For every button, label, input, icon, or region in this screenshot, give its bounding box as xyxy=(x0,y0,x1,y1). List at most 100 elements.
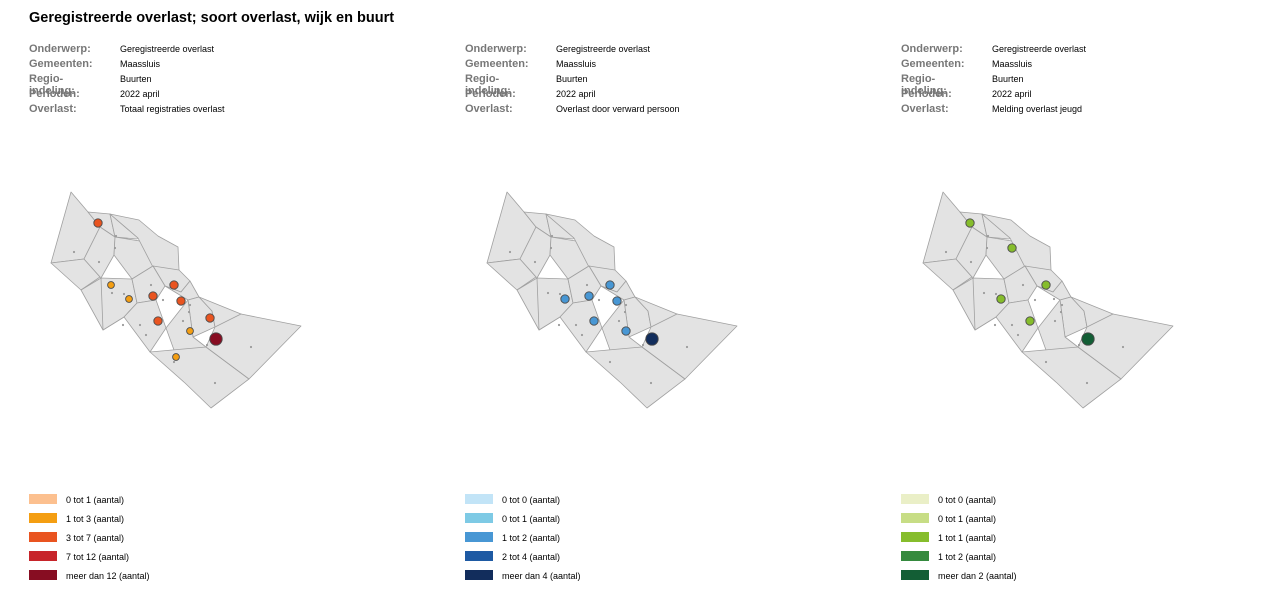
neighbourhood-centroid-dot xyxy=(982,291,986,295)
neighbourhood-area[interactable] xyxy=(83,226,116,279)
legend-label: 0 tot 0 (aantal) xyxy=(938,495,997,505)
legend-label: 3 tot 7 (aantal) xyxy=(66,533,125,543)
legend-label: 0 tot 1 (aantal) xyxy=(502,514,561,524)
neighbourhood-centroid-dot xyxy=(205,343,209,347)
legend-swatch xyxy=(465,513,493,523)
neighbourhood-value-bubble[interactable] xyxy=(1041,280,1051,290)
metadata-key: Gemeenten: xyxy=(29,58,93,70)
legend-label: 1 tot 3 (aantal) xyxy=(66,514,125,524)
neighbourhood-centroid-dot xyxy=(944,250,948,254)
neighbourhood-centroid-dot xyxy=(1060,303,1064,307)
neighbourhood-value-bubble[interactable] xyxy=(645,332,659,346)
neighbourhood-centroid-dot xyxy=(1059,310,1063,314)
neighbourhood-centroid-dot xyxy=(1077,343,1081,347)
neighbourhood-value-bubble[interactable] xyxy=(605,280,615,290)
page-title: Geregistreerde overlast; soort overlast,… xyxy=(29,10,395,26)
neighbourhood-centroid-dot xyxy=(249,345,253,349)
neighbourhood-centroid-dot xyxy=(508,250,512,254)
legend-swatch xyxy=(465,532,493,542)
metadata-value: Buurten xyxy=(556,74,588,84)
neighbourhood-value-bubble[interactable] xyxy=(176,296,186,306)
neighbourhood-centroid-dot xyxy=(557,323,561,327)
neighbourhood-centroid-dot xyxy=(144,333,148,337)
neighbourhood-value-bubble[interactable] xyxy=(209,332,223,346)
neighbourhood-value-bubble[interactable] xyxy=(612,296,622,306)
metadata-value: Buurten xyxy=(120,74,152,84)
neighbourhood-centroid-dot xyxy=(546,291,550,295)
legend-swatch xyxy=(465,494,493,504)
neighbourhood-centroid-dot xyxy=(188,303,192,307)
neighbourhood-value-bubble[interactable] xyxy=(148,291,158,301)
metadata-value: 2022 april xyxy=(556,89,596,99)
neighbourhood-centroid-dot xyxy=(986,234,990,238)
neighbourhood-centroid-dot xyxy=(1044,360,1048,364)
neighbourhood-area[interactable] xyxy=(205,313,302,380)
neighbourhood-area[interactable] xyxy=(519,226,552,279)
legend-swatch xyxy=(29,532,57,542)
metadata-value: Maassluis xyxy=(120,59,161,69)
neighbourhood-centroid-dot xyxy=(187,310,191,314)
neighbourhood-value-bubble[interactable] xyxy=(93,218,103,228)
neighbourhood-area[interactable] xyxy=(641,313,738,380)
neighbourhood-centroid-dot xyxy=(1010,323,1014,327)
metadata-key: Overlast: xyxy=(29,103,77,115)
neighbourhood-area[interactable] xyxy=(545,213,616,272)
neighbourhood-map xyxy=(922,191,1174,409)
neighbourhood-centroid-dot xyxy=(138,323,142,327)
neighbourhood-area[interactable] xyxy=(1077,313,1174,380)
neighbourhood-value-bubble[interactable] xyxy=(621,326,631,336)
neighbourhood-area[interactable] xyxy=(1003,265,1038,304)
neighbourhood-centroid-dot xyxy=(994,292,998,296)
neighbourhood-value-bubble[interactable] xyxy=(1025,316,1035,326)
legend-swatch xyxy=(901,570,929,580)
metadata-key: Gemeenten: xyxy=(465,58,529,70)
neighbourhood-value-bubble[interactable] xyxy=(169,280,179,290)
neighbourhood-value-bubble[interactable] xyxy=(560,294,570,304)
neighbourhood-centroid-dot xyxy=(550,234,554,238)
neighbourhood-area[interactable] xyxy=(109,213,180,272)
legend-swatch xyxy=(29,513,57,523)
neighbourhood-value-bubble[interactable] xyxy=(996,294,1006,304)
neighbourhood-value-bubble[interactable] xyxy=(172,353,180,361)
metadata-value: Totaal registraties overlast xyxy=(120,104,225,114)
neighbourhood-centroid-dot xyxy=(993,323,997,327)
neighbourhood-centroid-dot xyxy=(574,323,578,327)
legend-label: 1 tot 2 (aantal) xyxy=(502,533,561,543)
neighbourhood-value-bubble[interactable] xyxy=(125,295,133,303)
metadata-value: Geregistreerde overlast xyxy=(120,44,215,54)
neighbourhood-area[interactable] xyxy=(123,299,167,353)
neighbourhood-value-bubble[interactable] xyxy=(205,313,215,323)
neighbourhood-centroid-dot xyxy=(649,381,653,385)
neighbourhood-value-bubble[interactable] xyxy=(1081,332,1095,346)
metadata-key: Onderwerp: xyxy=(901,43,963,55)
neighbourhood-area[interactable] xyxy=(955,226,988,279)
legend-swatch xyxy=(901,513,929,523)
neighbourhood-value-bubble[interactable] xyxy=(186,327,194,335)
neighbourhood-area[interactable] xyxy=(995,299,1039,353)
neighbourhood-centroid-dot xyxy=(149,283,153,287)
metadata-key: Perioden: xyxy=(29,88,80,100)
neighbourhood-centroid-dot xyxy=(72,250,76,254)
neighbourhood-centroid-dot xyxy=(558,292,562,296)
neighbourhood-centroid-dot xyxy=(110,291,114,295)
metadata-key: Overlast: xyxy=(465,103,513,115)
neighbourhood-value-bubble[interactable] xyxy=(107,281,115,289)
neighbourhood-centroid-dot xyxy=(597,298,601,302)
neighbourhood-value-bubble[interactable] xyxy=(584,291,594,301)
neighbourhood-value-bubble[interactable] xyxy=(153,316,163,326)
legend-label: 1 tot 1 (aantal) xyxy=(938,533,997,543)
neighbourhood-map xyxy=(50,191,302,409)
neighbourhood-area[interactable] xyxy=(1036,280,1072,301)
metadata-key: Onderwerp: xyxy=(465,43,527,55)
neighbourhood-centroid-dot xyxy=(1053,319,1057,323)
metadata-value: 2022 april xyxy=(120,89,160,99)
neighbourhood-centroid-dot xyxy=(585,283,589,287)
neighbourhood-value-bubble[interactable] xyxy=(1007,243,1017,253)
neighbourhood-centroid-dot xyxy=(122,292,126,296)
metadata-value: Buurten xyxy=(992,74,1024,84)
neighbourhood-value-bubble[interactable] xyxy=(589,316,599,326)
neighbourhood-area[interactable] xyxy=(559,299,603,353)
neighbourhood-value-bubble[interactable] xyxy=(965,218,975,228)
metadata-value: Maassluis xyxy=(992,59,1033,69)
neighbourhood-centroid-dot xyxy=(1016,333,1020,337)
